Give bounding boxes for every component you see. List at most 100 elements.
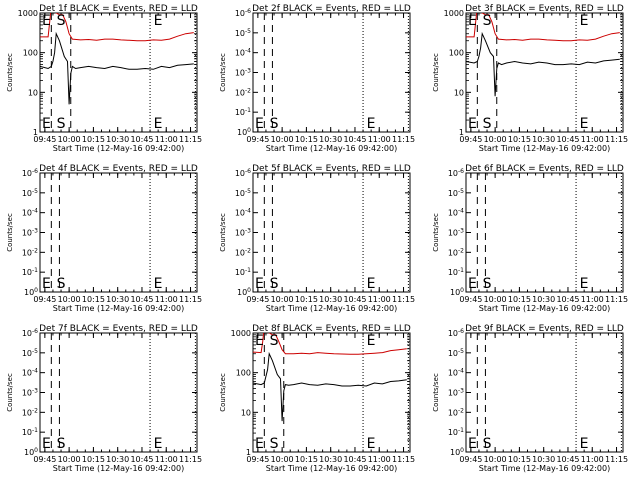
plot-title: Det 2f BLACK = Events, RED = LLD xyxy=(252,4,411,14)
y-tick-label: 10-6 xyxy=(448,168,464,178)
x-tick-label: 10:00 xyxy=(484,135,507,144)
plot-title: Det 8f BLACK = Events, RED = LLD xyxy=(252,324,411,334)
y-axis-title: Counts/sec xyxy=(219,373,227,412)
plot-frame xyxy=(39,12,198,133)
x-tick-label: 09:45 xyxy=(246,295,269,304)
y-tick-label: 10-1 xyxy=(22,267,38,277)
y-tick-label: 10-2 xyxy=(22,247,38,257)
y-tick-label: 10-5 xyxy=(22,348,38,358)
lld-series-line xyxy=(253,333,407,355)
y-axis-title: Counts/sec xyxy=(6,213,14,252)
marker-label-e: E xyxy=(367,116,376,132)
x-tick-label: 10:15 xyxy=(295,135,318,144)
marker-label-top-e: E xyxy=(255,333,264,349)
y-tick-label: 1000 xyxy=(444,9,464,18)
y-tick-label: 10-1 xyxy=(448,427,464,437)
x-axis-title: Start Time (12-May-16 09:42:00) xyxy=(53,304,184,313)
y-tick-label: 10-3 xyxy=(22,228,38,238)
marker-label-top-s: S xyxy=(270,333,279,349)
x-tick-label: 11:15 xyxy=(179,295,202,304)
x-tick-label: 11:15 xyxy=(605,455,628,464)
x-tick-label: 09:45 xyxy=(33,455,56,464)
x-tick-label: 11:15 xyxy=(392,135,415,144)
y-axis-title: Counts/sec xyxy=(6,373,14,412)
x-tick-label: 09:45 xyxy=(33,295,56,304)
marker-label-e: E xyxy=(468,436,477,452)
marker-label-s: S xyxy=(57,436,66,452)
x-tick-label: 11:00 xyxy=(581,295,604,304)
x-tick-label: 10:00 xyxy=(58,135,81,144)
y-tick-label: 100 xyxy=(23,49,38,58)
x-tick-label: 11:15 xyxy=(605,295,628,304)
marker-label-top-e: E xyxy=(42,13,51,29)
x-tick-label: 09:45 xyxy=(246,455,269,464)
x-tick-label: 11:00 xyxy=(155,295,178,304)
x-axis-title: Start Time (12-May-16 09:42:00) xyxy=(53,464,184,473)
y-tick-label: 10-3 xyxy=(235,228,251,238)
x-tick-label: 11:00 xyxy=(368,455,391,464)
y-tick-label: 1 xyxy=(246,448,251,457)
marker-label-s: S xyxy=(57,116,66,132)
y-tick-label: 10-5 xyxy=(235,188,251,198)
y-tick-label: 100 xyxy=(450,287,464,297)
x-tick-label: 10:30 xyxy=(532,135,555,144)
y-tick-label: 10-1 xyxy=(22,427,38,437)
marker-label-e: E xyxy=(580,436,589,452)
x-tick-label: 10:00 xyxy=(271,295,294,304)
y-tick-label: 100 xyxy=(237,127,251,137)
y-axis-title: Counts/sec xyxy=(432,373,440,412)
marker-label-top-e: E xyxy=(580,13,589,29)
marker-label-top-e: E xyxy=(367,333,376,349)
x-tick-label: 10:15 xyxy=(295,295,318,304)
x-tick-label: 10:45 xyxy=(343,455,366,464)
x-tick-label: 11:00 xyxy=(155,455,178,464)
plot-frame xyxy=(465,332,624,453)
x-axis-title: Start Time (12-May-16 09:42:00) xyxy=(266,144,397,153)
events-series-line xyxy=(466,31,620,97)
marker-label-top-s: S xyxy=(57,13,66,29)
x-tick-label: 11:00 xyxy=(368,135,391,144)
marker-label-e: E xyxy=(367,436,376,452)
x-tick-label: 10:15 xyxy=(508,295,531,304)
marker-label-s: S xyxy=(483,116,492,132)
x-axis-title: Start Time (12-May-16 09:42:00) xyxy=(479,144,610,153)
marker-label-e: E xyxy=(255,116,264,132)
events-series-line xyxy=(253,351,407,422)
plot-frame xyxy=(39,332,198,453)
y-axis-title: Counts/sec xyxy=(219,53,227,92)
y-tick-label: 1 xyxy=(33,128,38,137)
y-axis-title: Counts/sec xyxy=(6,53,14,92)
y-tick-label: 10-6 xyxy=(235,8,251,18)
y-tick-label: 100 xyxy=(24,447,38,457)
plot-frame xyxy=(465,12,624,133)
marker-label-e: E xyxy=(367,276,376,292)
marker-label-e: E xyxy=(154,116,163,132)
x-tick-label: 10:15 xyxy=(295,455,318,464)
x-tick-label: 10:15 xyxy=(82,135,105,144)
marker-label-e: E xyxy=(468,276,477,292)
y-tick-label: 1000 xyxy=(231,329,251,338)
x-tick-label: 10:45 xyxy=(556,135,579,144)
plot-title: Det 7f BLACK = Events, RED = LLD xyxy=(39,324,198,334)
lld-series-line xyxy=(40,13,194,42)
x-tick-label: 10:45 xyxy=(556,455,579,464)
y-tick-label: 10-6 xyxy=(235,168,251,178)
plot-frame xyxy=(252,172,411,293)
x-tick-label: 10:45 xyxy=(556,295,579,304)
y-tick-label: 10-6 xyxy=(22,168,38,178)
y-tick-label: 10-5 xyxy=(22,188,38,198)
x-tick-label: 09:45 xyxy=(459,295,482,304)
marker-label-s: S xyxy=(483,436,492,452)
y-tick-label: 10-1 xyxy=(448,267,464,277)
lld-series-line xyxy=(466,13,620,42)
y-tick-label: 100 xyxy=(450,447,464,457)
y-tick-label: 10 xyxy=(28,88,38,97)
marker-label-e: E xyxy=(255,436,264,452)
x-tick-label: 11:00 xyxy=(368,295,391,304)
x-axis-title: Start Time (12-May-16 09:42:00) xyxy=(53,144,184,153)
y-tick-label: 10-3 xyxy=(448,228,464,238)
marker-label-e: E xyxy=(154,276,163,292)
marker-label-s: S xyxy=(270,276,279,292)
